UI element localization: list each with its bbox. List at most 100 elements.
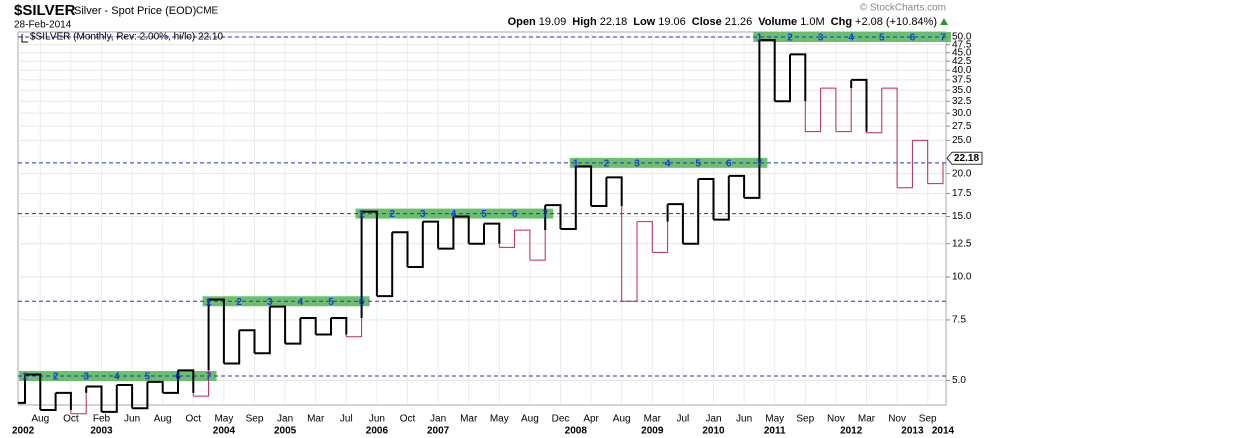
- y-tick-label: 7.5: [952, 315, 966, 326]
- y-tick-label: 30.0: [952, 108, 972, 119]
- kagi-line: [897, 140, 913, 189]
- x-tick-label: Oct: [186, 414, 202, 425]
- kagi-line: [422, 220, 440, 249]
- x-tick-label: Dec: [552, 414, 570, 425]
- band-count: 4: [665, 159, 671, 170]
- x-tick-label: Jan: [277, 414, 293, 425]
- x-tick-label: Mar: [460, 414, 478, 425]
- band-count: 1: [359, 209, 365, 220]
- kagi-line: [285, 317, 302, 345]
- kagi-line: [376, 232, 394, 298]
- x-tick-label: Nov: [888, 414, 906, 425]
- y-tick-label: 37.5: [952, 75, 972, 86]
- kagi-line: [652, 221, 669, 253]
- quote-label: Open: [507, 16, 536, 28]
- kagi-line: [346, 317, 363, 338]
- kagi-line: [682, 178, 700, 245]
- y-tick-label: 42.5: [952, 56, 972, 67]
- band-count: 3: [83, 372, 89, 383]
- band-count: 2: [236, 297, 242, 308]
- year-label: 2010: [702, 426, 725, 437]
- kagi-line: [162, 370, 179, 394]
- y-tick-label: 25.0: [952, 135, 972, 146]
- x-tick-label: Nov: [827, 414, 845, 425]
- year-label: 2008: [565, 426, 588, 437]
- band-count: 7: [206, 372, 212, 383]
- x-tick-label: May: [214, 414, 233, 425]
- kagi-line: [208, 298, 225, 364]
- band-count: 6: [726, 159, 732, 170]
- x-tick-label: Jun: [124, 414, 140, 425]
- kagi-line: [193, 370, 210, 397]
- y-tick-label: 45.0: [952, 47, 972, 58]
- x-tick-label: Mar: [858, 414, 876, 425]
- kagi-line: [468, 223, 485, 245]
- quote-label: High: [572, 16, 597, 28]
- x-tick-label: Aug: [613, 414, 631, 425]
- kagi-line: [147, 380, 164, 393]
- x-tick-label: Sep: [919, 414, 937, 425]
- band-count: 3: [634, 159, 640, 170]
- quote-value: 19.09: [538, 16, 567, 28]
- quote-value: +2.08 (+10.84%): [855, 16, 937, 28]
- kagi-line: [514, 229, 531, 261]
- year-label: 2011: [764, 426, 786, 437]
- year-label: 2006: [366, 426, 389, 437]
- kagi-line: [55, 391, 72, 411]
- symbol: $SILVER: [14, 2, 76, 19]
- year-label: 2013: [901, 426, 924, 437]
- band-count: 1: [22, 372, 28, 383]
- kagi-line: [667, 203, 684, 244]
- quote-value: 19.06: [658, 16, 686, 28]
- kagi-line: [331, 316, 348, 335]
- kagi-line: [223, 330, 241, 365]
- kagi-line: [728, 174, 746, 198]
- band-count: 3: [420, 209, 426, 220]
- kagi-line: [790, 53, 807, 102]
- kagi-line: [759, 38, 776, 102]
- band-count: 1: [757, 33, 763, 44]
- chart-title: Silver - Spot Price (EOD): [74, 5, 196, 17]
- kagi-line: [713, 175, 730, 221]
- signal-band: [569, 157, 768, 168]
- quote: Open 19.09 High 22.18 Low 19.06 Close 21.26 Volu…: [502, 16, 948, 28]
- band-count: 4: [451, 209, 457, 220]
- kagi-line: [101, 384, 118, 413]
- kagi-line: [18, 374, 26, 404]
- kagi-line: [927, 162, 944, 185]
- y-tick-label: 17.5: [952, 188, 972, 199]
- quote-label: Close: [691, 16, 722, 28]
- x-tick-label: Aug: [154, 414, 172, 425]
- y-tick-label: 10.0: [952, 272, 972, 283]
- band-count: 2: [53, 372, 59, 383]
- band-count: 5: [879, 33, 885, 44]
- legend-icon: [21, 34, 28, 43]
- band-count: 5: [145, 372, 151, 383]
- band-count: 3: [267, 297, 273, 308]
- band-count: 4: [298, 297, 304, 308]
- x-tick-label: Feb: [93, 414, 111, 425]
- year-label: 2003: [90, 426, 113, 437]
- band-count: 2: [604, 159, 610, 170]
- band-count: 3: [818, 33, 824, 44]
- x-tick-label: Jul: [677, 414, 690, 425]
- quote-label: Low: [633, 16, 656, 28]
- x-tick-label: Apr: [583, 414, 599, 425]
- x-tick-label: Mar: [307, 414, 325, 425]
- copyright: © StockCharts.com: [860, 3, 946, 14]
- band-count: 5: [695, 159, 701, 170]
- kagi-line: [499, 230, 516, 248]
- year-label: 2012: [840, 426, 863, 437]
- up-arrow: [940, 18, 948, 25]
- plot-frame: [17, 31, 947, 406]
- kagi-line: [484, 222, 501, 244]
- kagi-line: [392, 231, 409, 267]
- band-count: 5: [328, 297, 334, 308]
- kagi-line: [315, 317, 332, 336]
- price-label: 22.18: [954, 153, 979, 164]
- y-tick-label: 27.5: [952, 121, 972, 132]
- kagi-line: [851, 78, 868, 132]
- kagi-line: [300, 316, 317, 335]
- band-count: 4: [114, 372, 120, 383]
